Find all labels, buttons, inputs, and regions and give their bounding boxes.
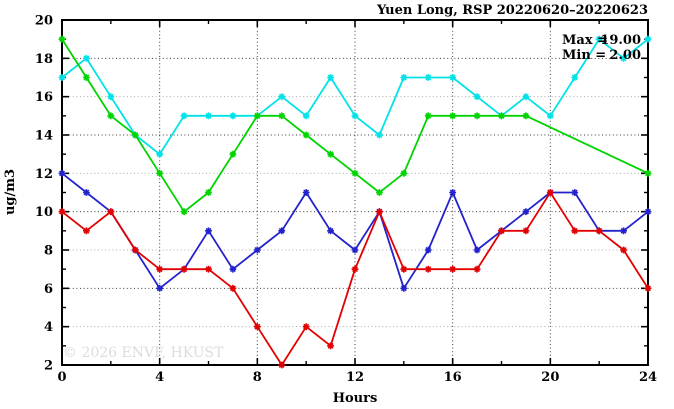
stats-max-value: 19.00: [600, 33, 641, 48]
y-tick-label: 6: [44, 282, 53, 297]
y-axis-label: ug/m3: [3, 169, 18, 215]
x-axis-label: Hours: [333, 391, 378, 406]
x-tick-label: 16: [444, 370, 462, 385]
stats-max-label: Max =: [562, 33, 608, 48]
x-tick-label: 4: [155, 370, 164, 385]
green-series-markers: [58, 35, 652, 216]
stats-box: Max = 19.00 Min = 2.00: [562, 33, 641, 63]
y-tick-label: 16: [35, 90, 53, 105]
x-tick-label: 0: [57, 370, 66, 385]
blue-series-markers: [58, 169, 652, 292]
y-tick-label: 20: [35, 14, 53, 29]
y-tick-label: 10: [35, 205, 53, 220]
x-tick-label: 24: [639, 370, 657, 385]
y-tick-label: 12: [35, 167, 53, 182]
x-tick-label: 8: [253, 370, 262, 385]
x-tick-label: 20: [541, 370, 559, 385]
y-tick-label: 4: [44, 320, 53, 335]
chart-title: Yuen Long, RSP 20220620–20220623: [376, 3, 648, 18]
y-tick-label: 2: [44, 359, 53, 374]
y-tick-label: 18: [35, 52, 53, 67]
stats-min-value: 2.00: [609, 48, 641, 63]
y-tick-label: 8: [44, 244, 53, 259]
red-series-markers: [58, 189, 652, 369]
y-tick-label: 14: [35, 129, 53, 144]
x-tick-label: 12: [346, 370, 364, 385]
stats-min-label: Min =: [562, 48, 606, 63]
watermark: © 2026 ENVF, HKUST: [63, 345, 224, 361]
